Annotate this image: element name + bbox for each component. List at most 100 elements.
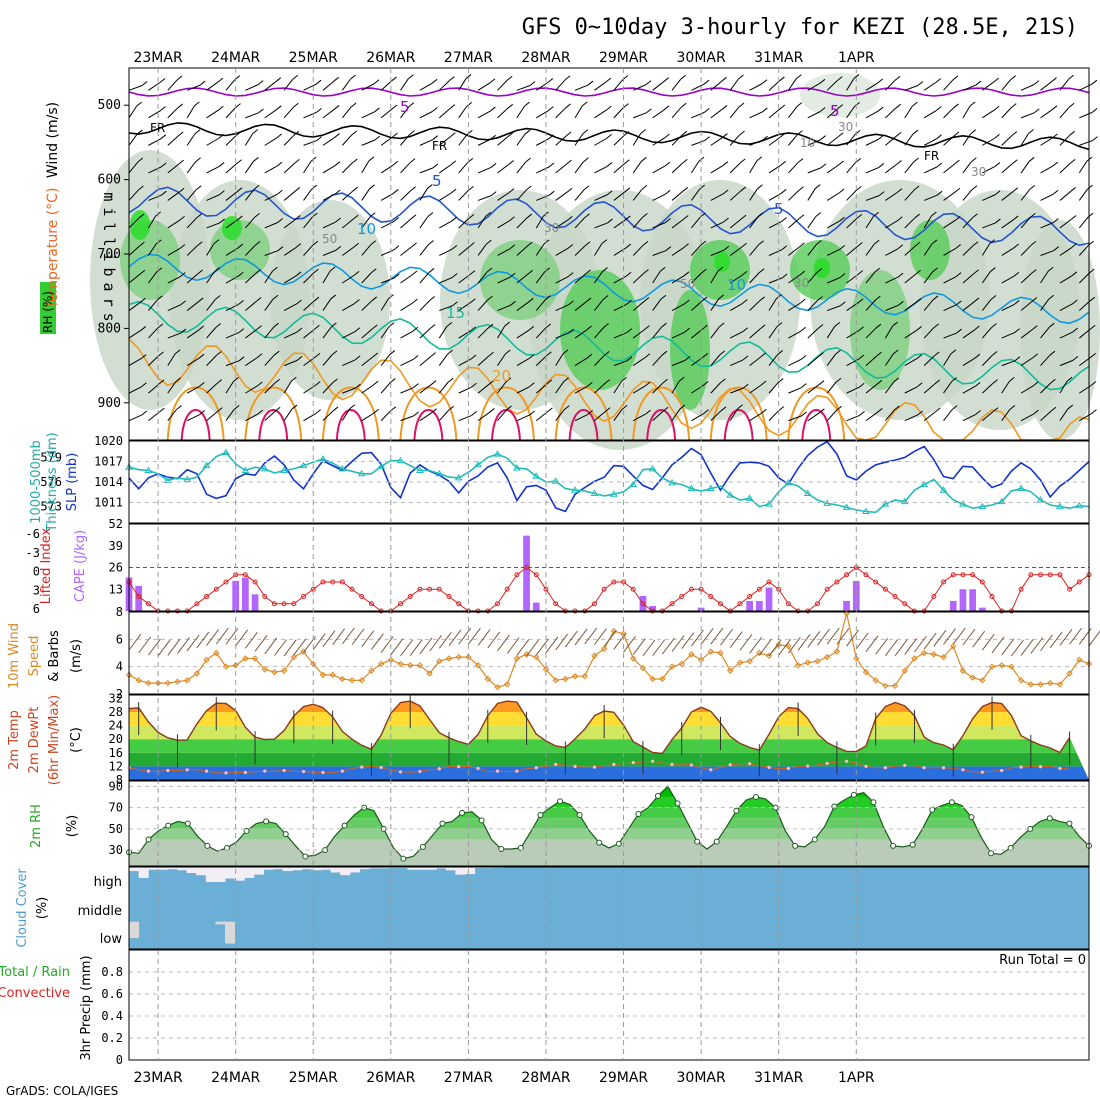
- wind-barb: [788, 302, 801, 311]
- wind-barb-flag: [799, 270, 806, 276]
- wind-barb: [225, 360, 240, 367]
- wind-barb-flag: [894, 405, 900, 411]
- wind-barb: [186, 189, 197, 201]
- dewpoint-marker: [806, 764, 810, 768]
- wind-barb: [981, 299, 992, 311]
- wind-barb: [652, 354, 663, 366]
- li-marker: [145, 601, 151, 607]
- wind-barb-flag: [546, 407, 553, 413]
- cloud-gap: [330, 867, 341, 873]
- wind-barb-flag: [606, 133, 612, 139]
- rh-marker: [1066, 820, 1073, 827]
- ytick-label: 500: [98, 98, 121, 113]
- wind-barb: [535, 411, 548, 422]
- wind-barb-flag: [584, 241, 591, 247]
- wind-barb: [788, 218, 800, 229]
- wind-barb-flag: [353, 242, 359, 248]
- wind-barb-flag: [274, 406, 281, 412]
- wind-barb: [419, 82, 433, 91]
- wind-barb-flag: [253, 185, 260, 190]
- wind-barb: [827, 305, 841, 312]
- wind-barb: [167, 191, 180, 201]
- wind-barb-flag: [1050, 378, 1056, 384]
- wind-barb-flag: [392, 160, 399, 166]
- wind-barb-flag: [411, 242, 417, 248]
- date-label-top: 24MAR: [211, 50, 260, 66]
- wind-barb: [225, 303, 239, 311]
- wind-marker: [833, 648, 841, 655]
- wind-barb: [264, 354, 275, 366]
- wind-barb: [865, 243, 875, 256]
- wind-barb: [380, 410, 392, 422]
- wind-barb: [807, 216, 817, 229]
- wind-barb: [613, 191, 626, 201]
- wind-tick: 4: [116, 660, 123, 674]
- wind-barb-flag: [368, 156, 375, 162]
- wind-barb-flag: [160, 106, 166, 112]
- contour-label: 10: [357, 220, 376, 238]
- cloud-panel: [128, 866, 1090, 950]
- wind-barb-flag: [353, 271, 360, 276]
- wind-barb-flag: [237, 215, 243, 221]
- wind-barb: [962, 105, 971, 119]
- wind-barb-flag: [989, 239, 996, 245]
- wind-barb-flag: [683, 271, 690, 277]
- wind-barb-flag: [296, 355, 303, 361]
- surface-wind-barb: [293, 638, 307, 656]
- wind-barb: [225, 332, 240, 339]
- wind-barb: [1040, 354, 1051, 366]
- wind-marker: [329, 671, 336, 679]
- wind-barb-flag: [1029, 185, 1036, 190]
- dewpoint-line: [128, 760, 1070, 774]
- wind-barb: [691, 300, 703, 311]
- surface-wind-barb: [147, 638, 161, 656]
- wind-marker: [1027, 681, 1035, 688]
- rh-shading: [1020, 220, 1100, 440]
- surface-wind-barb: [914, 635, 927, 653]
- wind-barb: [283, 191, 296, 201]
- wind-barb: [264, 222, 278, 229]
- surface-wind-barb: [516, 639, 530, 656]
- cloud-gap: [177, 867, 188, 871]
- precip-tick: 0.6: [101, 987, 123, 1001]
- wind-barb: [1040, 410, 1052, 422]
- wind-barb-flag: [623, 103, 629, 108]
- wind-barb: [128, 330, 142, 339]
- wind-barb: [632, 217, 643, 229]
- wind-barb-flag: [429, 324, 436, 329]
- wind-barb: [904, 217, 916, 229]
- wind-barb-flag: [934, 379, 941, 385]
- cape-tick: 26: [109, 561, 123, 575]
- wind-barb-flag: [856, 242, 863, 247]
- wind-barb: [225, 163, 237, 174]
- wind-barb-flag: [972, 241, 979, 247]
- wind-barb: [1059, 134, 1070, 146]
- wind-barb: [671, 275, 685, 284]
- surface-wind-barb: [797, 634, 811, 651]
- wind-barb: [244, 133, 254, 146]
- wind-barb-flag: [897, 272, 904, 278]
- rh-marker: [1046, 815, 1053, 822]
- wind-barb-flag: [525, 185, 532, 191]
- cloud-gap: [129, 921, 140, 939]
- dewpoint-marker: [534, 766, 538, 770]
- dewpoint-marker: [748, 762, 752, 766]
- wind-barb: [1078, 160, 1088, 174]
- wind-barb-flag: [565, 131, 572, 137]
- rh-shading: [120, 220, 180, 300]
- wind-barb-flag: [840, 301, 846, 307]
- wind-barb-flag: [838, 188, 845, 194]
- wind-barb-flag: [276, 133, 282, 139]
- thickness-marker: [609, 490, 618, 497]
- wind-barb: [244, 161, 254, 174]
- wind-barb-flag: [703, 107, 710, 113]
- dewpoint-marker: [980, 770, 984, 774]
- temp-band: [129, 752, 1089, 767]
- precip-frame: [128, 949, 1090, 1061]
- warm-contour: [244, 386, 303, 441]
- wind-barb: [1001, 191, 1014, 201]
- wind-barb-flag: [238, 356, 245, 362]
- wind-barb-flag: [1066, 376, 1073, 382]
- wind-barb-flag: [296, 299, 302, 305]
- wind-barb-flag: [873, 211, 879, 217]
